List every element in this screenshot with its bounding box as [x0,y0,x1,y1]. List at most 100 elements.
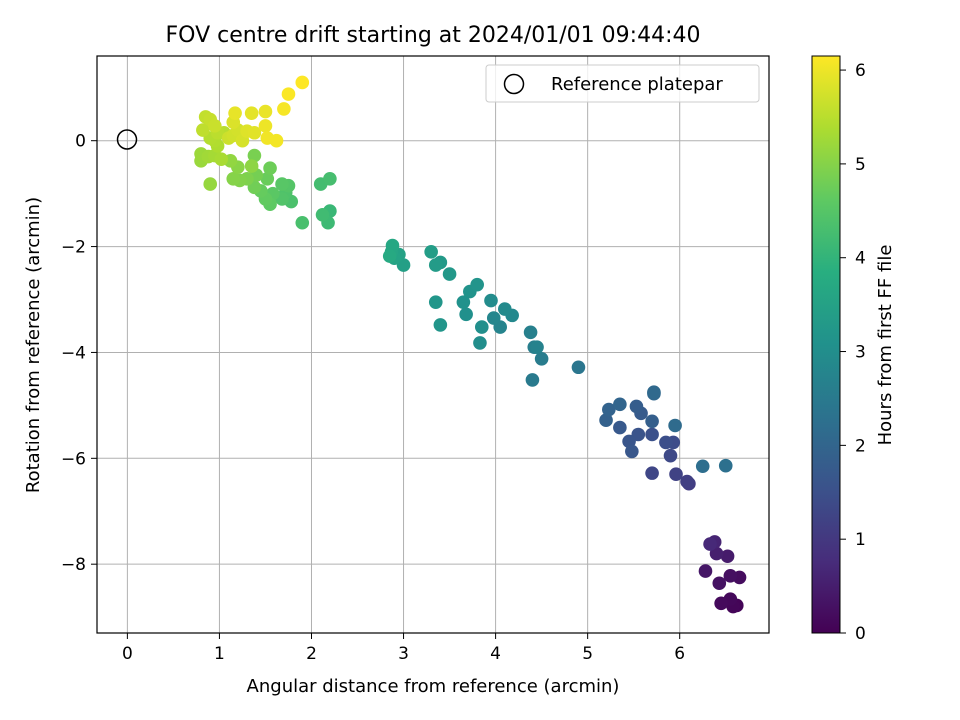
data-point [645,466,659,480]
data-point [534,351,549,366]
colorbar-tick-label: 6 [855,61,866,81]
data-point [196,123,210,137]
data-point [709,546,724,561]
data-point [228,106,242,120]
colorbar-tick-label: 5 [855,155,866,175]
data-point [698,564,713,578]
x-tick-label: 6 [674,644,685,664]
legend: Reference platepar [485,64,760,103]
data-point [226,172,241,186]
x-tick-label: 1 [214,644,225,664]
data-point [484,293,498,308]
data-point [602,402,616,417]
data-point [442,267,457,281]
data-point [571,360,586,375]
data-point [244,106,259,120]
y-tick-label: −2 [61,238,86,258]
y-axis-ticks: −8 −6 −4 −2 0 [61,132,97,575]
y-tick-label: −6 [61,449,86,469]
data-point [474,320,489,334]
chart-title: FOV centre drift starting at 2024/01/01 … [166,23,701,48]
data-point [263,161,277,176]
colorbar-tick-label: 3 [855,343,866,363]
y-axis-label: Rotation from reference (arcmin) [23,197,44,493]
colorbar-tick-label: 0 [855,624,866,644]
data-points [194,75,747,614]
data-point [323,172,337,186]
data-point [523,325,538,340]
legend-box [485,64,760,103]
data-point [277,102,291,116]
data-point [663,448,678,463]
plot-frame [96,55,770,634]
data-point [269,133,284,148]
data-point [695,459,710,474]
y-tick-label: −8 [61,555,86,575]
data-point [625,444,639,459]
data-point [718,458,733,473]
data-point [486,311,501,325]
data-point [613,420,627,435]
colorbar-label: Hours from first FF file [875,245,896,446]
data-point [258,104,273,119]
y-tick-label: 0 [75,132,86,152]
data-point [260,172,275,186]
data-point [680,474,694,489]
x-tick-label: 3 [398,644,409,664]
reference-point-marker [116,129,138,150]
data-point [281,87,296,101]
data-point [645,427,659,442]
data-point [208,119,222,133]
data-point [247,148,262,163]
data-point [473,336,487,350]
x-tick-label: 5 [582,644,593,664]
data-point [214,152,229,167]
data-point [424,245,438,259]
data-point [723,569,738,583]
data-point [459,307,473,322]
legend-marker-icon [503,73,525,95]
colorbar-tick-label: 4 [855,249,866,269]
legend-entry: Reference platepar [551,74,723,95]
data-point [714,596,728,611]
data-point [470,277,484,292]
data-point [629,399,644,414]
data-point [599,413,613,427]
data-point [712,576,727,591]
colorbar-tick-label: 1 [855,530,866,550]
data-point [669,467,683,481]
data-point [244,159,259,173]
data-point [659,435,673,450]
x-tick-label: 2 [306,644,317,664]
data-point [498,302,512,316]
data-point [247,125,262,140]
y-tick-label: −4 [61,343,86,363]
data-point [295,215,310,230]
data-point [275,177,289,191]
colorbar: 0 1 2 3 4 5 6 Hours from first FF file [811,55,896,644]
data-point [382,249,397,263]
data-point [428,295,443,309]
grid [97,56,769,633]
colorbar-gradient [811,55,841,634]
data-point [433,318,448,332]
colorbar-ticks: 0 1 2 3 4 5 6 [840,61,866,644]
data-point [720,549,735,564]
data-point [645,414,659,429]
data-point [315,208,330,222]
x-tick-label: 4 [490,644,501,664]
data-point [668,418,682,433]
x-axis-ticks: 0 1 2 3 4 5 6 [122,633,685,664]
colorbar-tick-label: 2 [855,436,866,456]
data-point [525,373,540,387]
x-tick-label: 0 [122,644,133,664]
data-point [428,258,443,272]
data-point [613,397,627,412]
x-axis-label: Angular distance from reference (arcmin) [247,676,620,697]
data-point [295,75,310,90]
data-point [258,119,273,133]
data-point [530,340,544,354]
data-point [203,177,218,191]
data-point [385,238,400,253]
